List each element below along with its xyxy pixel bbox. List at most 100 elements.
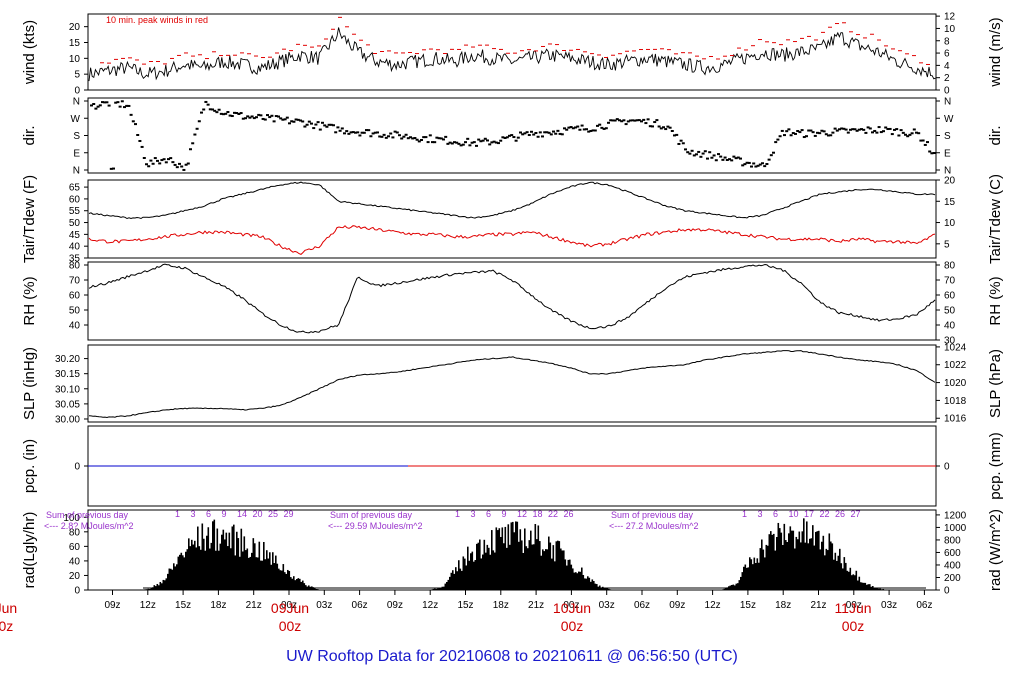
x-tick-label: 12z (705, 600, 721, 611)
direction-mark (492, 140, 496, 143)
temp-ytick-right-label: 20 (944, 176, 956, 187)
radiation-bar (579, 571, 582, 590)
radiation-bar (218, 550, 220, 590)
radiation-bar (257, 557, 259, 590)
direction-mark (347, 132, 351, 135)
direction-mark (846, 131, 850, 134)
rad-ytick-label: 80 (69, 527, 81, 538)
radiation-hour-number: 3 (758, 509, 763, 519)
wind-ytick-right-label: 4 (944, 61, 950, 72)
direction-mark (648, 125, 652, 128)
direction-mark (640, 120, 643, 123)
radiation-bar (285, 573, 288, 590)
direction-mark (571, 127, 575, 130)
direction-mark (908, 133, 912, 136)
direction-mark (670, 130, 674, 133)
direction-mark (552, 130, 555, 133)
wind-frame (87, 13, 937, 91)
radiation-bar (530, 530, 532, 590)
radiation-bar (567, 559, 570, 590)
wind-speed-line (88, 27, 936, 82)
direction-mark (142, 156, 146, 159)
direction-mark (314, 123, 318, 126)
slp-frame (87, 344, 937, 423)
direction-mark (263, 118, 267, 121)
radiation-bar (813, 545, 816, 590)
direction-mark (717, 153, 720, 156)
radiation-bar (815, 531, 817, 590)
radiation-bar (581, 567, 583, 590)
radiation-bar (176, 564, 178, 590)
direction-mark (701, 152, 705, 155)
radiation-bar (819, 549, 822, 590)
radiation-bar (473, 561, 475, 590)
direction-mark (719, 155, 723, 158)
rh-ytick-right-label: 80 (944, 261, 956, 272)
direction-mark (259, 114, 263, 117)
radiation-hour-number: 9 (222, 509, 227, 519)
radiation-bar (812, 525, 814, 590)
direction-mark (450, 142, 454, 145)
direction-mark (356, 131, 360, 134)
direction-mark (668, 126, 672, 129)
dir-ytick-right-label: N (944, 166, 951, 177)
radiation-hour-number: 18 (533, 509, 543, 519)
radiation-bar (738, 580, 741, 590)
radiation-bar (312, 587, 315, 590)
direction-mark (393, 130, 397, 133)
direction-mark (666, 125, 670, 128)
radiation-hour-number: 14 (237, 509, 247, 519)
rad-ytick-right-label: 0 (944, 586, 950, 597)
direction-mark (831, 131, 835, 134)
radiation-bar (204, 550, 207, 590)
direction-mark (862, 128, 866, 131)
direction-mark (424, 136, 428, 139)
rad-panel: rad(Lgly/hr) rad (W/m^2)02040608010002004… (21, 509, 1004, 597)
radiation-bar (785, 540, 787, 590)
direction-mark (488, 143, 492, 146)
direction-mark (197, 120, 201, 123)
radiation-bar (588, 577, 591, 590)
direction-mark (662, 126, 665, 129)
rh-ytick-label: 60 (69, 291, 81, 302)
dir-ytick-label: N (73, 166, 80, 177)
direction-mark (681, 142, 685, 145)
direction-mark (629, 119, 632, 122)
direction-mark (723, 156, 727, 159)
direction-mark (598, 123, 602, 126)
direction-mark (103, 101, 107, 104)
radiation-bar (849, 567, 852, 590)
direction-mark (189, 148, 192, 151)
radiation-bar (201, 523, 204, 590)
direction-mark (576, 125, 580, 128)
radiation-bar (804, 542, 807, 590)
direction-mark (290, 120, 294, 123)
radiation-bar (167, 573, 169, 590)
wind-ylabel-right: wind (m/s) (987, 17, 1004, 87)
direction-mark (193, 133, 197, 136)
x-tick-label: 06z (634, 600, 650, 611)
radiation-bar (495, 527, 498, 590)
dir-ytick-right-label: W (944, 114, 954, 125)
direction-mark (334, 131, 338, 134)
radiation-bar (222, 529, 225, 590)
direction-mark (736, 156, 740, 159)
direction-mark (596, 124, 599, 127)
rh-ytick-label: 40 (69, 321, 81, 332)
direction-mark (604, 127, 608, 130)
direction-mark (692, 154, 696, 157)
direction-mark (653, 121, 657, 124)
x-tick-label: 15z (740, 600, 756, 611)
direction-mark (470, 141, 474, 144)
radiation-bar (315, 588, 318, 590)
direction-mark (882, 130, 885, 133)
direction-mark (516, 136, 520, 139)
direction-mark (512, 136, 516, 139)
direction-mark (767, 158, 771, 161)
radiation-bar (269, 552, 271, 590)
direction-mark (404, 133, 408, 136)
radiation-bar (432, 588, 435, 590)
direction-mark (250, 115, 254, 118)
direction-mark (620, 120, 624, 123)
direction-mark (371, 132, 375, 135)
